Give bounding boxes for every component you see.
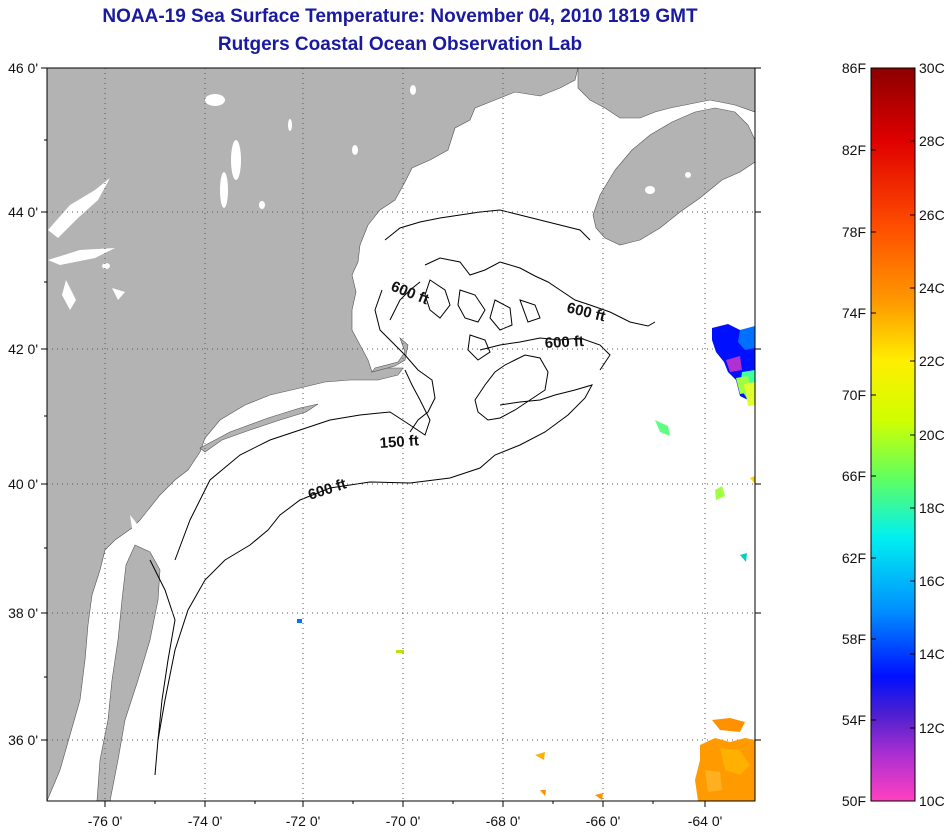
map-title: NOAA-19 Sea Surface Temperature: Novembe… (102, 6, 698, 27)
colorbar-ticks (871, 140, 915, 729)
map-subtitle: Rutgers Coastal Ocean Observation Lab (217, 34, 583, 55)
lon-label: -76 0' (88, 813, 123, 829)
contour-label: 600 ft (544, 333, 584, 352)
temp-f-label: 82F (842, 142, 866, 158)
lon-label: -70 0' (386, 813, 421, 829)
land-nova-scotia (592, 107, 755, 246)
map-frame (46, 67, 756, 802)
temp-c-label: 10C (919, 793, 945, 809)
bathymetry-contours (149, 209, 656, 776)
land-north-shore (577, 68, 755, 119)
land-delmarva (96, 544, 161, 801)
temp-c-label: 16C (919, 573, 945, 589)
colorbar (870, 67, 916, 802)
land-cape-cod (371, 337, 409, 373)
lat-label: 46 0' (8, 60, 38, 76)
lon-label: -64 0' (688, 813, 723, 829)
lon-label: -74 0' (188, 813, 223, 829)
temp-f-label: 86F (842, 60, 866, 76)
lon-label: -68 0' (486, 813, 521, 829)
land-long-island (199, 403, 319, 453)
lat-label: 38 0' (8, 605, 38, 621)
lakes (48, 85, 691, 310)
temp-c-label: 20C (919, 427, 945, 443)
axis-ticks (41, 67, 761, 807)
temp-c-label: 28C (919, 133, 945, 149)
colorbar-c-labels: 30C 28C 26C 24C 22C 20C 18C 16C 14C 12C … (919, 60, 945, 809)
temp-c-label: 22C (919, 353, 945, 369)
temp-c-label: 12C (919, 720, 945, 736)
lon-label: -72 0' (286, 813, 321, 829)
temp-c-label: 18C (919, 500, 945, 516)
temp-f-label: 66F (842, 468, 866, 484)
longitude-labels: -76 0' -74 0' -72 0' -70 0' -68 0' -66 0… (88, 813, 723, 829)
temp-f-label: 70F (842, 387, 866, 403)
temp-f-label: 50F (842, 793, 866, 809)
chesapeake-bay (80, 560, 120, 801)
contour-label: 150 ft (379, 432, 419, 452)
temp-c-label: 24C (919, 280, 945, 296)
latitude-labels: 46 0' 44 0' 42 0' 40 0' 38 0' 36 0' (8, 60, 38, 748)
temp-f-label: 74F (842, 305, 866, 321)
lat-label: 44 0' (8, 204, 38, 220)
temp-f-label: 62F (842, 550, 866, 566)
grid-lines (47, 68, 755, 801)
lat-label: 42 0' (8, 341, 38, 357)
lat-label: 40 0' (8, 476, 38, 492)
colorbar-f-labels: 86F 82F 78F 74F 70F 66F 62F 58F 54F 50F (842, 60, 866, 809)
temp-f-label: 54F (842, 712, 866, 728)
temp-f-label: 58F (842, 631, 866, 647)
temp-c-label: 14C (919, 646, 945, 662)
lat-label: 36 0' (8, 732, 38, 748)
temp-c-label: 30C (919, 60, 945, 76)
lon-label: -66 0' (586, 813, 621, 829)
sst-data-patches (297, 324, 755, 801)
delaware-bay (130, 515, 150, 548)
temp-f-label: 78F (842, 224, 866, 240)
temp-c-label: 26C (919, 207, 945, 223)
